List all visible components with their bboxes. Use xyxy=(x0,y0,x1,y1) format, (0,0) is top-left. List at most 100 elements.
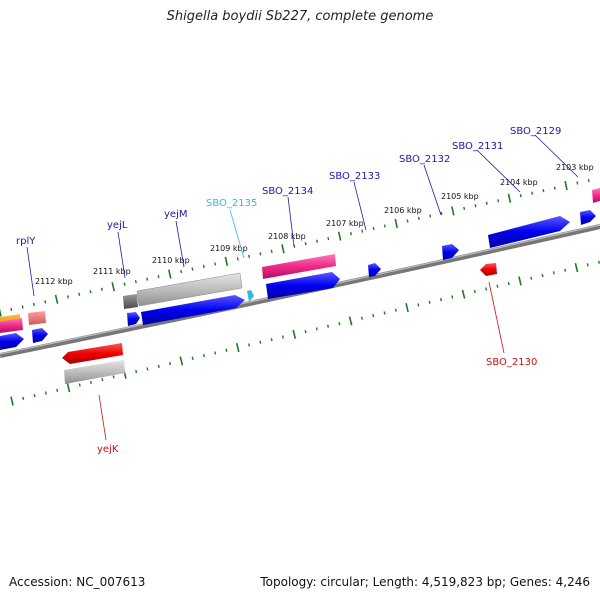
gene-feature xyxy=(247,290,254,302)
scale-minor-tick xyxy=(101,378,104,382)
gene-feature xyxy=(488,216,570,248)
scale-minor-tick xyxy=(191,267,194,271)
scale-minor-tick xyxy=(372,313,375,318)
scale-minor-tick xyxy=(406,219,409,223)
scale-minor-tick xyxy=(202,354,205,358)
scale-minor-tick xyxy=(33,394,36,398)
scale-minor-tick xyxy=(541,273,544,278)
gene-label-rply: rplY xyxy=(16,236,36,247)
gene-feature xyxy=(127,312,140,326)
scale-minor-tick xyxy=(316,239,318,243)
gene-feature xyxy=(0,318,23,333)
scale-minor-tick xyxy=(89,290,92,294)
scale-minor-tick xyxy=(44,391,47,395)
gene-feature xyxy=(64,360,125,384)
scale-major-tick xyxy=(281,244,285,254)
scale-minor-tick xyxy=(440,211,443,216)
tick-label: 2105 kbp xyxy=(441,192,479,201)
tick-label: 2109 kbp xyxy=(210,244,248,253)
scale-major-tick xyxy=(168,269,172,279)
scale-minor-tick xyxy=(497,199,500,203)
scale-major-tick xyxy=(507,193,512,203)
scale-minor-tick xyxy=(248,254,251,258)
scale-major-tick xyxy=(337,231,342,241)
gene-feature xyxy=(592,188,600,203)
genome-summary-text: Topology: circular; Length: 4,519,823 bp… xyxy=(260,575,590,589)
gene-feature xyxy=(123,294,138,309)
scale-major-tick xyxy=(111,282,115,292)
scale-minor-tick xyxy=(270,338,273,342)
scale-major-tick xyxy=(235,343,240,353)
scale-minor-tick xyxy=(157,274,160,279)
scale-minor-tick xyxy=(417,303,420,307)
scale-minor-tick xyxy=(361,229,364,233)
gene-feature xyxy=(62,343,123,364)
scale-minor-tick xyxy=(383,311,386,315)
tick-label: 2104 kbp xyxy=(500,178,538,187)
scale-minor-tick xyxy=(44,300,47,304)
scale-minor-tick xyxy=(304,330,307,334)
scale-minor-tick xyxy=(169,362,172,366)
scale-major-tick xyxy=(10,396,14,406)
scale-major-tick xyxy=(405,303,409,313)
tick-label: 2103 kbp xyxy=(556,163,594,172)
gene-feature xyxy=(442,244,459,260)
scale-minor-tick xyxy=(463,206,466,210)
scale-minor-tick xyxy=(146,277,149,281)
scale-minor-tick xyxy=(134,280,137,284)
scale-minor-tick xyxy=(180,269,183,274)
scale-minor-tick xyxy=(507,281,510,286)
accession-text: Accession: NC_007613 xyxy=(9,575,146,589)
gene-feature xyxy=(141,295,245,325)
scale-minor-tick xyxy=(10,307,13,312)
scale-major-tick xyxy=(179,356,184,366)
scale-minor-tick xyxy=(327,237,330,241)
lower-scale-dots xyxy=(10,260,600,406)
scale-minor-tick xyxy=(530,276,533,280)
gene-feature xyxy=(266,272,340,299)
label-leaders xyxy=(26,134,579,441)
scale-major-tick xyxy=(348,316,353,326)
scale-minor-tick xyxy=(474,204,477,208)
gene-lower-track xyxy=(62,263,497,384)
scale-minor-tick xyxy=(270,249,273,253)
gene-feature xyxy=(262,254,336,279)
gene-label-yejm: yejM xyxy=(164,209,187,220)
gene-feature xyxy=(480,263,497,276)
scale-major-tick xyxy=(394,218,398,229)
gene-feature xyxy=(0,333,24,350)
scale-minor-tick xyxy=(214,262,217,266)
gene-feature xyxy=(28,311,46,325)
scale-minor-tick xyxy=(451,295,454,299)
scale-minor-tick xyxy=(598,260,600,264)
scale-major-tick xyxy=(66,383,71,393)
scale-minor-tick xyxy=(349,232,352,236)
scale-major-tick xyxy=(564,181,568,191)
scale-minor-tick xyxy=(576,181,579,185)
scale-minor-tick xyxy=(214,351,217,355)
scale-minor-tick xyxy=(21,305,24,309)
scale-minor-tick xyxy=(78,383,81,387)
gene-upper-track xyxy=(0,188,600,350)
gene-label-sbo-2129: SBO_2129 xyxy=(510,126,561,137)
gene-label-sbo-2132: SBO_2132 xyxy=(399,154,450,165)
scale-minor-tick xyxy=(473,289,476,294)
tick-label: 2111 kbp xyxy=(93,267,131,276)
gene-label-sbo-2134: SBO_2134 xyxy=(262,186,313,197)
scale-minor-tick xyxy=(417,216,420,221)
scale-major-tick xyxy=(292,329,297,339)
scale-minor-tick xyxy=(56,388,59,392)
scale-minor-tick xyxy=(157,364,160,368)
scale-minor-tick xyxy=(439,297,442,302)
scale-minor-tick xyxy=(135,370,138,374)
scale-minor-tick xyxy=(496,284,499,288)
scale-minor-tick xyxy=(123,282,126,286)
gene-feature xyxy=(136,272,243,307)
scale-minor-tick xyxy=(22,396,25,400)
scale-minor-tick xyxy=(553,186,556,190)
scale-minor-tick xyxy=(304,242,307,246)
tick-label: 2106 kbp xyxy=(384,206,422,215)
scale-minor-tick xyxy=(100,287,103,291)
scale-minor-tick xyxy=(191,356,194,360)
